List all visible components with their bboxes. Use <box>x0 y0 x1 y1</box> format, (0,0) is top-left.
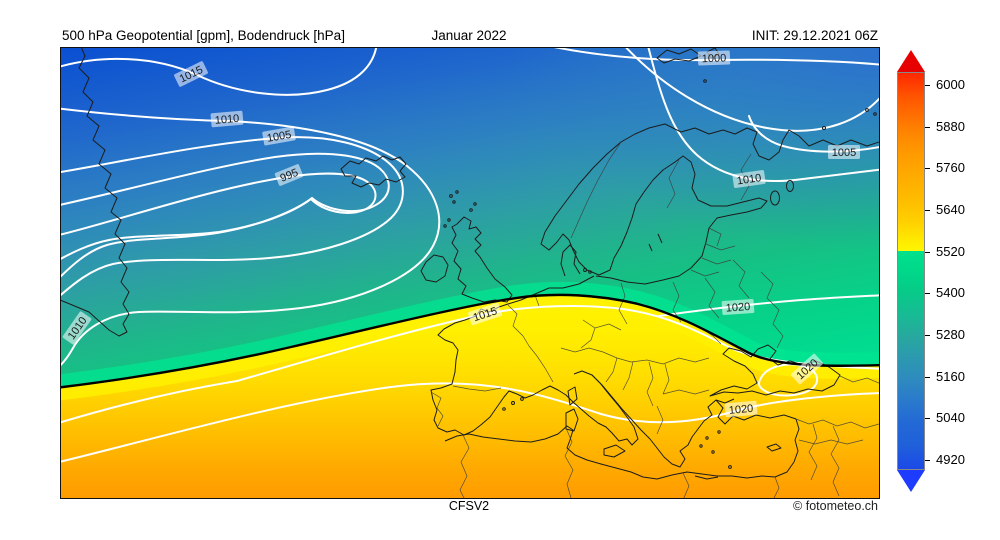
tick-label: 5280 <box>936 327 965 342</box>
isobar-label: 1005 <box>262 126 296 146</box>
chart-title: 500 hPa Geopotential [gpm], Bodendruck [… <box>62 28 345 43</box>
tick-label: 6000 <box>936 77 965 92</box>
colorbar-tick: 5400 <box>925 286 965 300</box>
lakes <box>770 180 794 206</box>
colorbar-tick: 4920 <box>925 453 965 467</box>
corsica-coast <box>567 386 578 406</box>
warm-fill-below-5520 <box>61 294 879 498</box>
colorbar-tick: 5280 <box>925 328 965 342</box>
tick-label: 4920 <box>936 452 965 467</box>
isobar-1020-south <box>61 382 879 463</box>
iceland-coast <box>340 155 407 188</box>
tick-mark <box>925 293 930 295</box>
tick-mark <box>925 252 930 254</box>
isobar-label: 1020 <box>724 400 758 418</box>
colorbar-top-arrow <box>897 50 925 72</box>
svg-text:1010: 1010 <box>736 172 762 187</box>
crete-coast <box>694 475 719 480</box>
jutland-coast <box>560 244 581 277</box>
isobar-label: 1005 <box>828 145 860 159</box>
tick-mark <box>925 85 930 87</box>
isobar-1020-caucasus-high <box>758 363 819 397</box>
scandinavia-arctic-coast <box>540 123 879 285</box>
isobar-label: 1020 <box>721 299 755 315</box>
tick-label: 5520 <box>936 244 965 259</box>
svg-text:1005: 1005 <box>832 147 856 159</box>
tick-label: 5040 <box>936 410 965 425</box>
isobar-1020-ukraine <box>658 294 879 317</box>
colorbar-tick: 5040 <box>925 411 965 425</box>
tick-mark <box>925 335 930 337</box>
map-area: 1015 1010 1005 995 1000 1005 1010 1010 1… <box>60 47 880 499</box>
gotland-oland <box>648 233 663 252</box>
tick-label: 5400 <box>936 285 965 300</box>
contour-5520-line <box>61 293 879 389</box>
tick-label: 5640 <box>936 202 965 217</box>
cyprus-coast <box>766 443 782 452</box>
colorbar-gradient <box>897 72 925 470</box>
coastlines <box>61 48 879 480</box>
sardinia-coast <box>565 408 579 432</box>
tick-mark <box>925 168 930 170</box>
colorbar-tick: 5160 <box>925 370 965 384</box>
tick-mark <box>925 460 930 462</box>
isobar-1015-france <box>61 305 879 424</box>
svg-text:1000: 1000 <box>702 52 727 65</box>
tick-label: 5880 <box>936 119 965 134</box>
small-islands <box>443 79 877 469</box>
tick-mark <box>925 127 930 129</box>
greenland-coast <box>61 48 130 337</box>
ireland-coast <box>420 254 449 283</box>
isobar-label: 1010 <box>210 110 244 128</box>
isobar-label: 995 <box>274 164 304 186</box>
tick-label: 5760 <box>936 160 965 175</box>
init-time-label: INIT: 29.12.2021 06Z <box>751 28 878 43</box>
colorbar-bottom-arrow <box>897 470 925 492</box>
colorbar-tick: 5640 <box>925 203 965 217</box>
balkan-greece-coast <box>591 374 735 468</box>
svg-text:1010: 1010 <box>214 113 239 127</box>
isobar-995-iceland-low <box>61 172 377 260</box>
valid-time-label: Januar 2022 <box>431 28 507 43</box>
tick-mark <box>925 210 930 212</box>
isobar-1005-atlantic-low <box>61 136 404 297</box>
svg-text:1020: 1020 <box>725 301 750 315</box>
tick-mark <box>925 377 930 379</box>
colorbar-tick: 5880 <box>925 120 965 134</box>
tick-mark <box>925 418 930 420</box>
tick-label: 5160 <box>936 369 965 384</box>
svg-text:1005: 1005 <box>266 129 292 145</box>
isobar-1000-atlantic-low <box>61 152 390 278</box>
svg-text:1020: 1020 <box>728 403 753 417</box>
sicily-coast <box>603 444 626 458</box>
colorbar-tick: 6000 <box>925 78 965 92</box>
colorbar-tick: 5520 <box>925 245 965 259</box>
colorbar-tick: 5760 <box>925 161 965 175</box>
weather-map-svg: 1015 1010 1005 995 1000 1005 1010 1010 1… <box>61 48 879 498</box>
model-label: CFSV2 <box>448 499 490 513</box>
copyright-label: © fotometeo.ch <box>793 499 878 513</box>
isobar-1015-northwest <box>61 48 378 96</box>
isobar-label: 1010 <box>732 170 766 188</box>
north-africa-levant-anatolia-coast <box>444 399 800 480</box>
isobar-label: 1000 <box>697 50 731 66</box>
